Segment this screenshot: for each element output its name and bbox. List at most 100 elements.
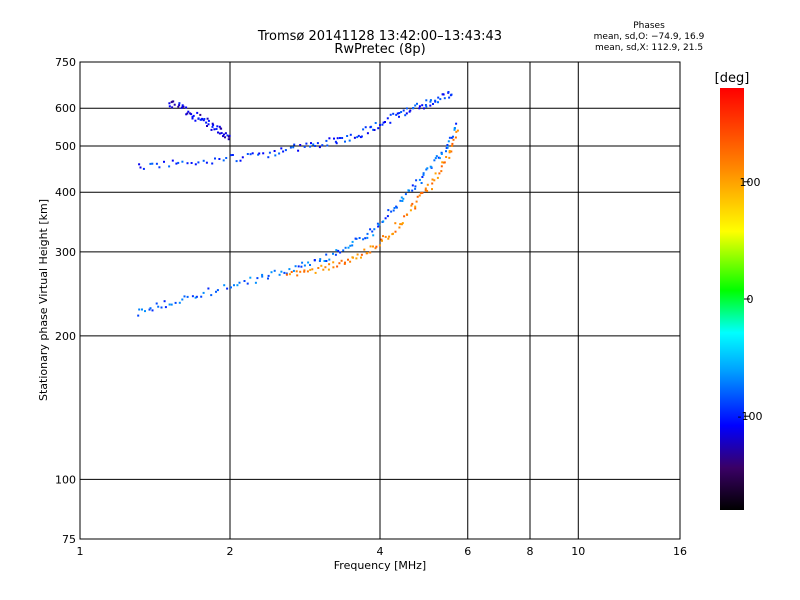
echo-point [421,176,424,178]
echo-point [392,112,395,115]
echo-point [401,200,404,202]
echo-point [175,162,178,165]
echo-point [309,264,311,266]
x-tick-label: 2 [227,545,234,558]
echo-point [424,189,427,192]
echo-point [421,191,424,194]
echo-points [137,91,459,317]
echo-point [384,121,386,123]
echo-point [191,117,194,120]
echo-point [323,260,326,262]
echo-point [249,276,252,279]
echo-point [387,209,390,212]
echo-point [389,113,392,116]
echo-point [420,182,423,184]
echo-point [426,189,429,192]
echo-point [372,234,375,237]
echo-point [445,150,447,153]
echo-point [338,262,341,265]
x-tick-label: 10 [571,545,585,558]
echo-point [414,187,417,190]
echo-point [398,115,400,118]
echo-point [139,166,142,169]
echo-point [238,281,241,284]
echo-point [416,195,419,198]
echo-point [346,135,349,137]
echo-point [233,284,235,287]
echo-point [186,112,189,115]
echo-point [380,238,383,241]
echo-point [366,232,369,235]
chart-subtitle: RwPretec (8p) [334,42,426,57]
echo-point [243,280,246,282]
echo-point [429,104,432,107]
echo-point [201,117,204,120]
echo-point [149,162,152,165]
echo-point [155,302,158,305]
echo-point [447,140,450,143]
echo-point [258,152,261,155]
echo-point [405,112,408,115]
echo-point [364,126,367,129]
echo-point [339,251,342,254]
echo-point [386,117,389,120]
echo-point [412,107,415,110]
echo-point [300,265,303,268]
echo-point [415,200,418,203]
echo-point [216,125,219,128]
echo-point [251,152,254,155]
echo-point [328,137,331,140]
echo-point [347,258,349,261]
echo-point [222,159,225,162]
echo-point [443,97,446,100]
echo-point [319,258,322,261]
echo-point [339,137,341,139]
colorbar-tick-label: 100 [740,176,761,189]
echo-point [377,225,380,228]
echo-point [432,103,434,105]
echo-point [289,146,292,149]
echo-point [268,151,271,154]
echo-point [425,99,428,102]
echo-point [294,265,297,268]
echo-point [231,154,234,156]
echo-point [325,253,328,256]
echo-point [182,105,185,108]
echo-point [214,157,216,160]
echo-point [424,187,427,190]
echo-point [194,163,197,166]
echo-point [227,135,230,138]
echo-point [290,271,293,273]
echo-point [241,156,244,159]
echo-point [366,132,369,135]
echo-point [200,295,203,298]
echo-point [163,300,166,303]
echo-point [422,173,425,176]
echo-point [375,245,378,248]
echo-point [202,119,205,122]
echo-point [373,228,376,231]
echo-point [311,268,314,271]
echo-point [187,110,190,113]
echo-point [295,270,298,273]
echo-point [168,105,171,108]
echo-point [220,132,223,135]
echo-point [325,139,328,142]
echo-point [225,157,228,159]
echo-point [448,156,451,159]
phases-legend-x-mode: mean, sd,X: 112.9, 21.5 [594,43,704,53]
echo-point [360,253,363,256]
echo-point [171,106,174,109]
echo-point [194,296,197,299]
echo-point [194,119,197,122]
echo-point [149,307,152,310]
echo-point [303,264,306,267]
echo-point [450,150,453,153]
echo-point [448,151,451,154]
echo-point [402,197,405,200]
echo-point [280,270,283,273]
echo-point [178,301,181,304]
echo-point [384,235,387,238]
echo-point [332,266,335,269]
echo-point [390,210,393,213]
